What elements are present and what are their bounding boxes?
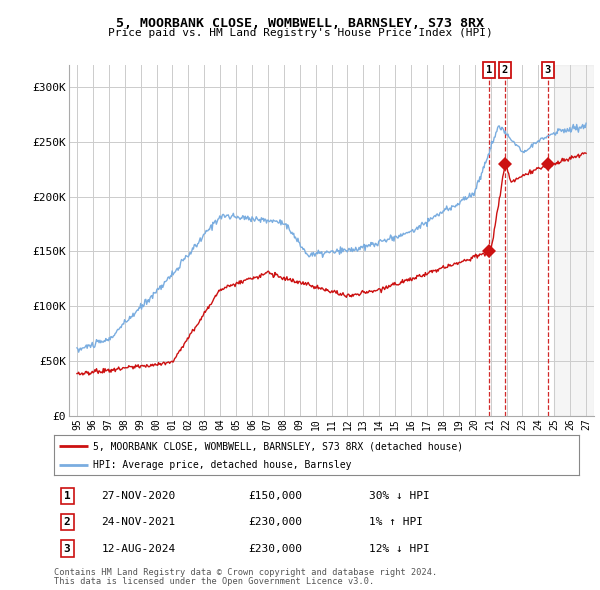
Text: £150,000: £150,000 [248,491,302,501]
Text: Contains HM Land Registry data © Crown copyright and database right 2024.: Contains HM Land Registry data © Crown c… [54,568,437,576]
Text: 12% ↓ HPI: 12% ↓ HPI [369,543,430,553]
Text: 2: 2 [502,65,508,75]
Text: Price paid vs. HM Land Registry's House Price Index (HPI): Price paid vs. HM Land Registry's House … [107,28,493,38]
Text: £230,000: £230,000 [248,543,302,553]
Text: 2: 2 [64,517,71,527]
Text: 27-NOV-2020: 27-NOV-2020 [101,491,176,501]
Text: 5, MOORBANK CLOSE, WOMBWELL, BARNSLEY, S73 8RX (detached house): 5, MOORBANK CLOSE, WOMBWELL, BARNSLEY, S… [94,441,464,451]
Text: £230,000: £230,000 [248,517,302,527]
Bar [554,65,594,416]
Text: 1: 1 [486,65,492,75]
Text: 1: 1 [64,491,71,501]
Text: This data is licensed under the Open Government Licence v3.0.: This data is licensed under the Open Gov… [54,577,374,586]
Text: 12-AUG-2024: 12-AUG-2024 [101,543,176,553]
Text: 3: 3 [545,65,551,75]
Text: 3: 3 [64,543,71,553]
Text: HPI: Average price, detached house, Barnsley: HPI: Average price, detached house, Barn… [94,460,352,470]
Text: 24-NOV-2021: 24-NOV-2021 [101,517,176,527]
Text: 5, MOORBANK CLOSE, WOMBWELL, BARNSLEY, S73 8RX: 5, MOORBANK CLOSE, WOMBWELL, BARNSLEY, S… [116,17,484,30]
Text: 30% ↓ HPI: 30% ↓ HPI [369,491,430,501]
Text: 1% ↑ HPI: 1% ↑ HPI [369,517,423,527]
